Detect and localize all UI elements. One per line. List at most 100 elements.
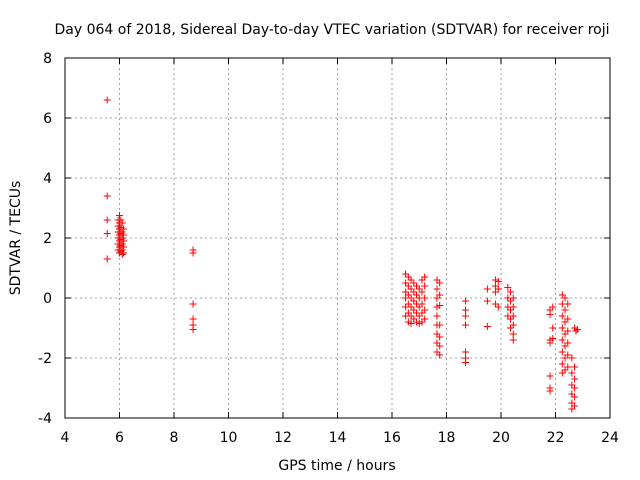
data-point <box>433 312 441 320</box>
data-point <box>462 306 470 314</box>
data-point <box>558 336 566 344</box>
data-point <box>546 387 554 395</box>
chart-title: Day 064 of 2018, Sidereal Day-to-day VTE… <box>54 22 609 38</box>
data-point <box>120 249 128 257</box>
data-point <box>564 315 572 323</box>
data-point <box>549 335 557 342</box>
data-point <box>118 219 126 227</box>
data-point <box>546 339 554 347</box>
data-point <box>558 360 566 368</box>
data-point <box>462 297 470 305</box>
x-tick-label: 6 <box>115 430 124 446</box>
y-axis-title: SDTVAR / TECUs <box>8 181 24 296</box>
data-point <box>436 351 444 359</box>
y-tick-label: 0 <box>43 291 52 307</box>
data-point <box>118 240 126 248</box>
data-point <box>549 324 557 332</box>
data-point <box>571 384 579 392</box>
data-point <box>573 326 581 333</box>
data-point <box>571 363 579 371</box>
data-point <box>421 306 429 314</box>
data-point <box>507 288 515 296</box>
x-tick-label: 14 <box>329 430 347 446</box>
data-point <box>546 311 554 318</box>
data-point <box>462 321 470 329</box>
data-point <box>118 234 126 242</box>
x-tick-label: 18 <box>438 430 456 446</box>
data-point <box>436 302 444 309</box>
data-point <box>118 228 126 236</box>
data-point <box>103 216 111 224</box>
x-tick-label: 10 <box>220 430 238 446</box>
y-tick-label: 6 <box>43 111 52 127</box>
data-point <box>407 320 415 327</box>
data-point <box>558 324 566 332</box>
data-point <box>421 294 429 302</box>
data-point <box>436 291 444 299</box>
data-point <box>568 369 576 377</box>
data-point <box>571 402 579 410</box>
data-point <box>483 297 491 305</box>
data-point <box>571 375 579 383</box>
data-point <box>436 279 444 287</box>
data-point <box>120 231 128 239</box>
data-point <box>436 333 444 341</box>
data-point <box>189 326 197 333</box>
y-tick-label: 8 <box>43 51 52 67</box>
data-point <box>421 273 429 281</box>
data-point <box>120 237 128 245</box>
data-point <box>436 321 444 329</box>
data-point <box>483 285 491 293</box>
data-points <box>103 96 581 413</box>
data-point <box>509 294 517 302</box>
x-tick-label: 16 <box>383 430 401 446</box>
data-point <box>564 300 572 308</box>
x-axis-title: GPS time / hours <box>278 458 395 474</box>
data-point <box>116 212 123 219</box>
data-point <box>564 363 572 371</box>
x-tick-label: 22 <box>547 430 565 446</box>
grid <box>65 58 610 418</box>
data-point <box>509 312 517 320</box>
data-point <box>546 372 554 380</box>
y-tick-label: 4 <box>43 171 52 187</box>
data-point <box>558 348 566 356</box>
data-point <box>120 243 128 251</box>
x-tick-label: 12 <box>274 430 292 446</box>
data-point <box>462 312 470 320</box>
data-point <box>568 354 576 362</box>
y-tick-label: -4 <box>38 411 52 427</box>
data-point <box>421 282 429 290</box>
data-point <box>103 255 111 263</box>
y-tick-label: 2 <box>43 231 52 247</box>
data-point <box>103 230 111 237</box>
data-point <box>561 294 569 302</box>
x-tick-label: 20 <box>492 430 510 446</box>
data-point <box>436 342 444 350</box>
axis-ticks <box>64 57 611 419</box>
data-point <box>564 351 572 359</box>
data-point <box>418 300 426 308</box>
data-point <box>103 192 111 200</box>
data-point <box>561 306 569 314</box>
data-point <box>103 96 111 104</box>
data-point <box>462 348 470 356</box>
data-point <box>509 336 517 344</box>
data-point <box>189 315 197 323</box>
data-point <box>509 303 517 311</box>
x-tick-label: 24 <box>601 430 619 446</box>
data-point <box>509 330 517 338</box>
data-point <box>189 249 197 257</box>
data-point <box>571 393 579 401</box>
data-point <box>564 339 572 347</box>
data-point <box>118 251 126 258</box>
x-tick-label: 4 <box>61 430 70 446</box>
x-tick-label: 8 <box>170 430 179 446</box>
data-point <box>189 300 197 308</box>
data-point <box>483 323 491 330</box>
data-point <box>564 327 572 335</box>
data-point <box>509 321 517 329</box>
data-point <box>117 216 125 224</box>
